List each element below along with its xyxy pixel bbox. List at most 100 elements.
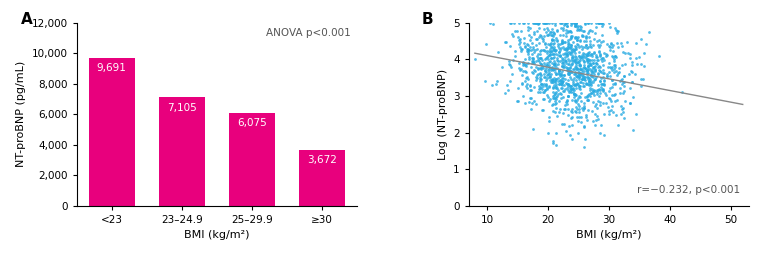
Point — [547, 139, 559, 143]
Point — [591, 58, 603, 62]
Point — [545, 38, 558, 42]
Text: B: B — [421, 12, 433, 27]
Point — [590, 53, 602, 57]
Point — [569, 99, 581, 103]
Point — [574, 80, 587, 84]
Point — [516, 81, 528, 85]
Point — [638, 51, 650, 55]
Point — [556, 41, 568, 45]
Point — [653, 54, 665, 58]
Point — [570, 67, 582, 71]
Point — [577, 58, 589, 62]
Point — [551, 39, 563, 43]
Point — [564, 133, 576, 137]
Point — [573, 50, 585, 54]
Point — [606, 78, 618, 82]
Point — [539, 42, 551, 46]
Point — [554, 72, 566, 76]
Point — [564, 23, 577, 27]
Point — [559, 21, 571, 25]
Point — [594, 53, 606, 57]
Point — [565, 63, 578, 67]
Point — [545, 27, 558, 31]
Point — [574, 44, 587, 49]
Point — [536, 63, 548, 67]
Point — [631, 62, 643, 66]
Point — [568, 48, 580, 52]
Point — [574, 24, 586, 28]
Point — [561, 66, 574, 70]
Point — [573, 110, 585, 114]
Point — [548, 31, 560, 35]
Point — [577, 66, 589, 70]
Point — [585, 45, 598, 49]
Point — [562, 28, 574, 33]
Point — [571, 82, 584, 86]
Point — [595, 85, 607, 89]
Point — [517, 94, 529, 98]
Point — [580, 54, 592, 58]
Point — [626, 81, 638, 85]
Point — [606, 104, 618, 108]
Point — [529, 59, 541, 64]
Point — [565, 55, 578, 59]
Point — [563, 59, 575, 63]
Point — [587, 91, 599, 95]
Point — [525, 61, 538, 65]
Point — [548, 52, 561, 56]
Point — [584, 63, 596, 67]
Point — [568, 88, 581, 92]
Point — [613, 70, 625, 74]
Point — [557, 80, 569, 84]
Point — [637, 77, 649, 82]
Point — [535, 82, 547, 86]
Point — [545, 30, 558, 34]
Point — [582, 92, 594, 97]
Point — [598, 101, 610, 105]
Point — [545, 56, 558, 60]
Point — [518, 36, 531, 40]
Point — [576, 56, 588, 60]
Point — [525, 56, 538, 60]
Point — [535, 73, 547, 77]
Point — [551, 66, 563, 70]
Point — [609, 54, 621, 58]
Point — [562, 42, 574, 46]
Point — [607, 82, 619, 86]
Point — [541, 63, 553, 67]
Point — [492, 50, 505, 54]
Point — [548, 32, 561, 36]
Point — [552, 44, 564, 48]
Point — [538, 34, 551, 38]
Point — [574, 71, 586, 75]
Point — [572, 102, 584, 106]
Point — [575, 91, 588, 96]
Point — [575, 72, 588, 76]
Point — [554, 77, 567, 82]
Y-axis label: Log (NT-proBNP): Log (NT-proBNP) — [438, 69, 448, 160]
Point — [537, 37, 549, 41]
Point — [550, 84, 562, 88]
Point — [578, 60, 590, 64]
Bar — [299, 150, 345, 206]
Point — [601, 105, 614, 109]
Point — [538, 75, 551, 79]
Point — [585, 52, 598, 56]
Point — [548, 67, 561, 71]
Point — [581, 67, 593, 71]
Point — [572, 28, 584, 32]
Point — [595, 21, 607, 25]
Point — [617, 50, 629, 54]
Point — [536, 108, 548, 113]
Point — [566, 110, 578, 114]
Point — [558, 73, 570, 77]
Point — [533, 40, 545, 44]
Point — [550, 106, 562, 110]
Point — [570, 77, 582, 82]
Point — [561, 88, 574, 92]
Point — [491, 79, 503, 83]
Point — [549, 101, 561, 105]
Point — [555, 26, 568, 30]
Point — [589, 21, 601, 25]
Point — [586, 52, 598, 56]
